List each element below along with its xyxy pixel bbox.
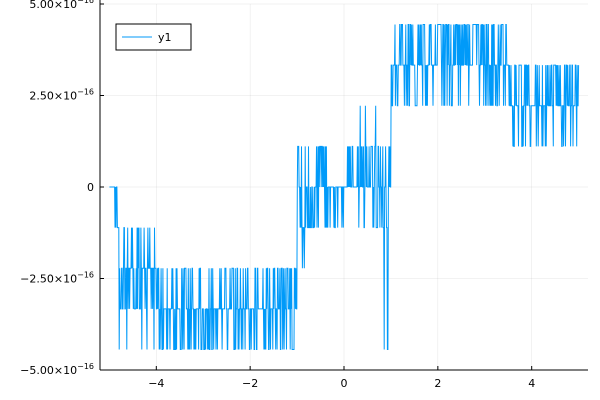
y-tick-label: −165.00×10: [29, 0, 94, 11]
y-tick-mantissa: 5.00×10: [29, 0, 77, 11]
y-tick-exponent: −16: [77, 271, 94, 280]
y-tick-mantissa: −5.00×10: [20, 364, 77, 377]
y-tick-mantissa: 2.50×10: [29, 90, 77, 103]
y-tick-labels: −16−5.00×10−16−2.50×100−162.50×10−165.00…: [20, 0, 94, 377]
x-tick-labels: −4 −2 0 2 4: [148, 377, 535, 390]
y-tick-label: 0: [87, 181, 94, 194]
x-tick-label: 4: [528, 377, 535, 390]
y-tick-mantissa: −2.50×10: [20, 273, 77, 286]
x-tick-label: 2: [434, 377, 441, 390]
series-line-y1: [109, 24, 580, 350]
legend-label-y1: y1: [158, 31, 172, 44]
x-tick-label: −2: [242, 377, 258, 390]
series-layer: [109, 24, 580, 350]
y-tick-label: −16−2.50×10: [20, 271, 94, 286]
y-tick-exponent: −16: [77, 0, 94, 5]
y-tick-exponent: −16: [77, 362, 94, 371]
x-tick-label: −4: [148, 377, 164, 390]
y-tick-label: −16−5.00×10: [20, 362, 94, 377]
y-tick-mantissa: 0: [87, 181, 94, 194]
axes: [99, 0, 588, 371]
x-tick-label: 0: [341, 377, 348, 390]
y-tick-label: −162.50×10: [29, 88, 94, 103]
y-tick-exponent: −16: [77, 88, 94, 97]
legend: y1: [115, 23, 192, 51]
